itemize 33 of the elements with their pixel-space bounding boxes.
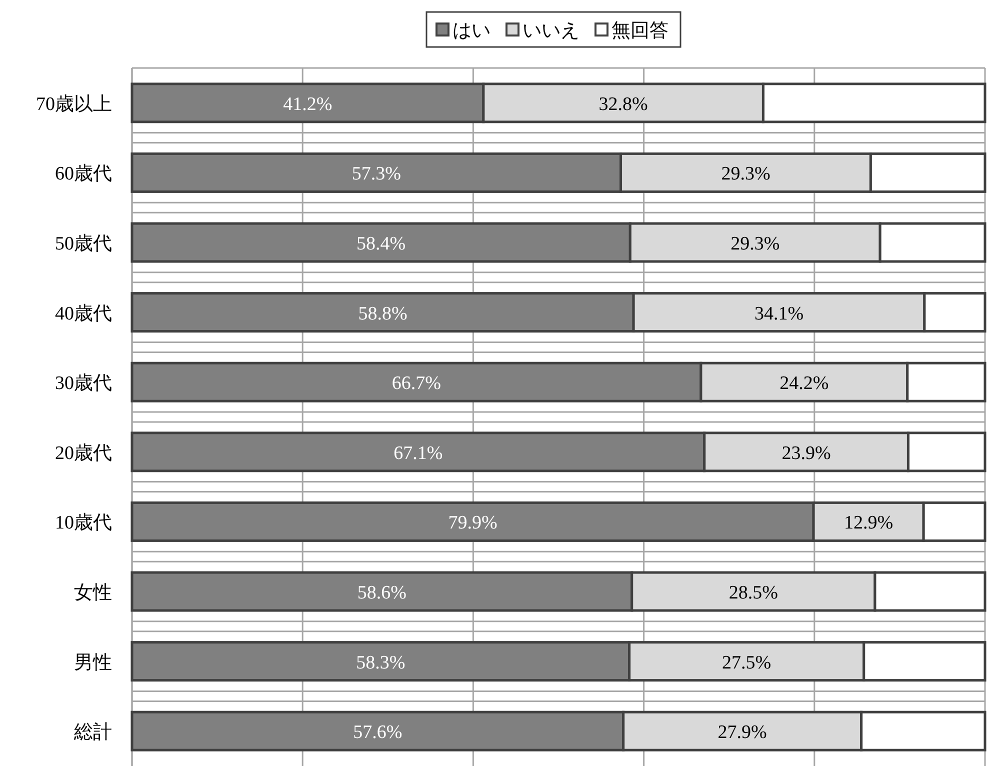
data-label: 66.7% bbox=[392, 373, 442, 394]
y-tick-label: 女性 bbox=[74, 582, 112, 604]
y-tick-label: 10歳代 bbox=[55, 512, 112, 534]
data-label: 67.1% bbox=[394, 442, 443, 464]
data-label: 58.6% bbox=[357, 582, 407, 604]
data-label: 57.3% bbox=[352, 164, 402, 185]
data-label: 29.3% bbox=[730, 234, 780, 254]
data-label: 34.1% bbox=[754, 303, 804, 324]
data-label: 12.9% bbox=[844, 512, 894, 534]
y-tick-label: 30歳代 bbox=[55, 373, 112, 394]
data-label: 32.8% bbox=[598, 94, 648, 115]
data-label: 58.8% bbox=[358, 303, 408, 324]
y-tick-label: 20歳代 bbox=[55, 442, 112, 464]
y-tick-label: 50歳代 bbox=[55, 234, 112, 254]
y-tick-label: 70歳以上 bbox=[36, 94, 112, 115]
legend-label: いいえ bbox=[522, 20, 580, 42]
y-tick-label: 40歳代 bbox=[55, 303, 112, 324]
y-tick-label: 男性 bbox=[74, 652, 112, 674]
data-label: 57.6% bbox=[353, 722, 402, 744]
legend-label: はい bbox=[452, 20, 490, 42]
data-label: 58.4% bbox=[356, 234, 406, 254]
data-label: 41.2% bbox=[283, 94, 332, 115]
data-label: 28.5% bbox=[728, 582, 778, 604]
data-label: 24.2% bbox=[780, 373, 829, 394]
data-label: 23.9% bbox=[782, 442, 832, 464]
y-tick-label: 60歳代 bbox=[55, 164, 112, 185]
y-tick-label: 総計 bbox=[73, 722, 112, 744]
data-label: 29.3% bbox=[721, 164, 770, 185]
data-label: 58.3% bbox=[356, 652, 406, 674]
data-label: 27.5% bbox=[722, 652, 772, 674]
legend-label: 無回答 bbox=[612, 20, 668, 42]
data-label: 79.9% bbox=[448, 512, 498, 534]
data-label: 27.9% bbox=[718, 722, 768, 744]
